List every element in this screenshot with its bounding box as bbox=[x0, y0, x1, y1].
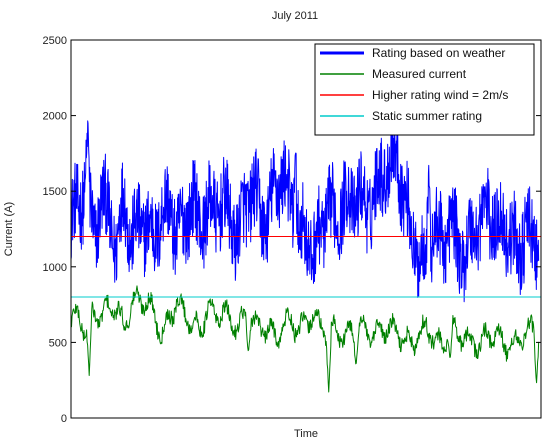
y-tick-label: 1500 bbox=[43, 186, 67, 198]
y-axis-label: Current (A) bbox=[3, 202, 15, 256]
y-tick-label: 1000 bbox=[43, 262, 67, 274]
legend: Rating based on weather Measured current H… bbox=[315, 44, 534, 135]
y-tick-label: 0 bbox=[61, 413, 67, 425]
legend-label-3: Static summer rating bbox=[372, 109, 482, 123]
y-tick-label: 2000 bbox=[43, 111, 67, 123]
y-tick-label: 500 bbox=[49, 337, 67, 349]
x-axis-label: Time bbox=[294, 428, 318, 440]
legend-label-1: Measured current bbox=[372, 67, 467, 81]
y-tick-label: 2500 bbox=[43, 35, 67, 47]
chart-title: July 2011 bbox=[272, 10, 318, 22]
legend-label-2: Higher rating wind = 2m/s bbox=[372, 88, 508, 102]
legend-label-0: Rating based on weather bbox=[372, 46, 505, 60]
